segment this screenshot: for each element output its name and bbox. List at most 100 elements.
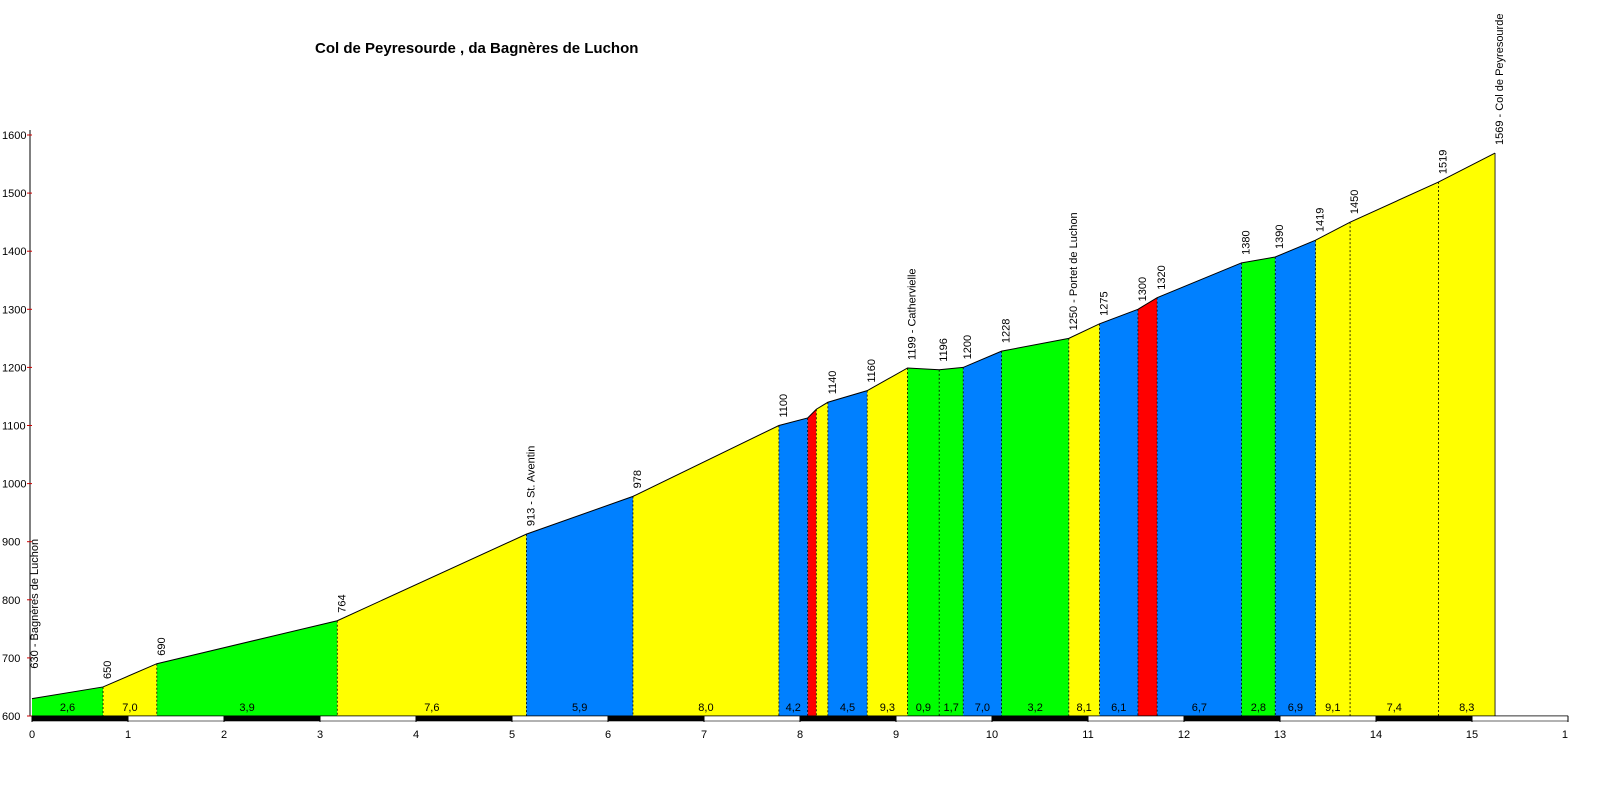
point-label: 1200	[962, 335, 974, 359]
km-bar	[1279, 715, 1377, 722]
x-tick-label: 14	[1370, 729, 1382, 741]
chart-title: Col de Peyresourde , da Bagnères de Luch…	[315, 40, 638, 57]
point-label: 1519	[1437, 150, 1449, 174]
x-tick-label: 1	[1562, 729, 1568, 741]
segment-label: 9,3	[880, 702, 895, 714]
x-tick-label: 12	[1178, 729, 1190, 741]
km-bar	[1375, 715, 1473, 722]
km-bar	[415, 715, 513, 722]
gradient-segment	[32, 686, 104, 716]
km-bar	[799, 715, 897, 722]
km-bar	[319, 715, 417, 722]
segment-label: 7,6	[424, 702, 439, 714]
x-tick-label: 10	[986, 729, 998, 741]
gradient-segment	[156, 620, 338, 716]
point-label: 630 - Bagnères de Luchon	[29, 539, 41, 669]
segment-label: 0,9	[916, 702, 931, 714]
point-label: 1140	[827, 371, 839, 395]
gradient-segment	[778, 417, 808, 716]
km-bar	[1087, 715, 1185, 722]
point-label: 1450	[1349, 190, 1361, 214]
segment-label: 3,9	[239, 702, 254, 714]
point-label: 1196	[938, 338, 950, 362]
y-tick-label: 1500	[2, 188, 26, 200]
point-label: 913 - St. Aventin	[525, 446, 537, 527]
x-tick-label: 9	[893, 729, 899, 741]
x-tick-label: 2	[221, 729, 227, 741]
x-tick-label: 0	[29, 729, 35, 741]
gradient-segment	[867, 367, 908, 716]
point-label: 978	[632, 470, 644, 488]
profile-line	[31, 152, 1496, 700]
y-tick-label: 1300	[2, 304, 26, 316]
segment-label: 6,7	[1192, 702, 1207, 714]
y-tick-label: 1600	[2, 130, 26, 142]
point-label: 1250 - Portet de Luchon	[1068, 212, 1080, 330]
gradient-segment	[1157, 262, 1242, 716]
x-tick-label: 1	[125, 729, 131, 741]
x-tick-label: 6	[605, 729, 611, 741]
point-label: 1300	[1137, 277, 1149, 301]
gradient-segment	[1438, 153, 1496, 717]
y-tick-label: 700	[2, 653, 20, 665]
gradient-segment	[103, 663, 157, 716]
km-bar	[607, 715, 705, 722]
x-tick-label: 4	[413, 729, 419, 741]
y-tick-label: 1000	[2, 479, 26, 491]
point-label: 1100	[778, 394, 790, 418]
km-bar	[223, 715, 321, 722]
point-label: 1199 - Cathervielle	[907, 268, 919, 360]
point-label: 1380	[1241, 230, 1253, 254]
point-label: 1569 - Col de Peyresourde	[1494, 14, 1506, 145]
segment-label: 8,3	[1459, 702, 1474, 714]
y-tick-label: 1100	[2, 421, 26, 433]
segment-label: 1,7	[944, 702, 959, 714]
x-tick-label: 15	[1466, 729, 1478, 741]
gradient-segment	[816, 402, 828, 716]
km-bar	[991, 715, 1089, 722]
point-label: 690	[156, 637, 168, 655]
gradient-segment	[1275, 240, 1316, 716]
point-label: 1275	[1099, 291, 1111, 315]
x-tick-label: 5	[509, 729, 515, 741]
km-bar	[1471, 715, 1569, 722]
segment-label: 4,5	[840, 702, 855, 714]
gradient-segment	[1315, 222, 1351, 716]
gradient-segment	[1001, 338, 1069, 716]
segment-label: 4,2	[786, 702, 801, 714]
km-bar	[895, 715, 993, 722]
gradient-segment	[827, 390, 868, 716]
x-tick-label: 8	[797, 729, 803, 741]
point-label: 1320	[1156, 265, 1168, 289]
gradient-segment	[1137, 297, 1158, 716]
km-bar	[31, 715, 129, 722]
gradient-segment	[939, 367, 964, 716]
y-tick-label: 800	[2, 595, 20, 607]
km-bar	[127, 715, 225, 722]
segment-label: 9,1	[1325, 702, 1340, 714]
point-label: 764	[336, 594, 348, 612]
segment-label: 3,2	[1028, 702, 1043, 714]
gradient-segment	[907, 367, 940, 716]
gradient-segment	[526, 496, 633, 716]
segment-label: 2,8	[1251, 702, 1266, 714]
x-tick-label: 7	[701, 729, 707, 741]
x-tick-label: 11	[1082, 729, 1093, 741]
segment-label: 2,6	[60, 702, 75, 714]
segment-label: 8,1	[1077, 702, 1092, 714]
segment-label: 5,9	[572, 702, 587, 714]
gradient-segment	[337, 534, 527, 716]
segment-label: 8,0	[698, 702, 713, 714]
point-label: 1390	[1274, 225, 1286, 249]
x-tick-label: 13	[1274, 729, 1286, 741]
gradient-segment	[1068, 323, 1100, 716]
y-tick-label: 600	[2, 711, 20, 723]
point-label: 1160	[866, 359, 878, 383]
km-bar	[703, 715, 801, 722]
segment-label: 7,0	[975, 702, 990, 714]
km-bar	[511, 715, 609, 722]
gradient-segment	[1350, 182, 1439, 716]
point-label: 650	[102, 661, 114, 679]
